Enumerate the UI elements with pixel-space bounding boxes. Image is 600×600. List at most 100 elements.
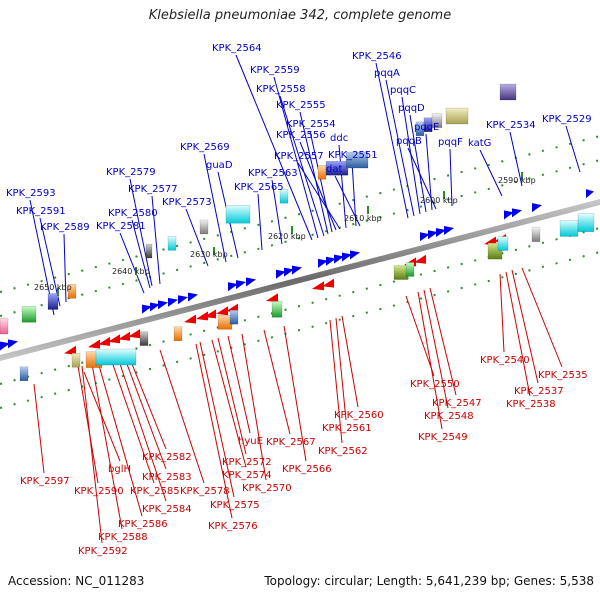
forward-gene-label[interactable]: katG xyxy=(468,138,491,149)
forward-gene-label[interactable]: KPK_2565 xyxy=(234,182,284,193)
reverse-gene-label[interactable]: KPK_2590 xyxy=(74,486,124,497)
reverse-gene-label[interactable]: KPK_2561 xyxy=(322,423,372,434)
similarity-block[interactable] xyxy=(167,236,177,251)
forward-gene-label[interactable]: KPK_2554 xyxy=(286,119,336,130)
forward-gene-arrow[interactable] xyxy=(292,265,302,275)
reverse-gene-arrow[interactable] xyxy=(88,339,100,349)
reverse-gene-label[interactable]: KPK_2575 xyxy=(210,500,260,511)
similarity-block[interactable] xyxy=(497,236,509,251)
reverse-gene-label[interactable]: KPK_2592 xyxy=(78,546,128,557)
forward-gene-arrow[interactable] xyxy=(350,250,360,260)
forward-gene-label[interactable]: KPK_2557 xyxy=(274,151,324,162)
forward-gene-label[interactable]: KPK_2580 xyxy=(108,208,158,219)
reverse-gene-label[interactable]: KPK_2583 xyxy=(142,472,192,483)
reverse-gene-label[interactable]: KPK_2578 xyxy=(180,486,230,497)
forward-gene-arrow[interactable] xyxy=(428,230,438,240)
forward-gene-label[interactable]: pqqC xyxy=(390,85,416,96)
similarity-block[interactable] xyxy=(225,204,251,224)
reverse-gene-label[interactable]: hyuE xyxy=(238,436,263,447)
forward-gene-arrow[interactable] xyxy=(436,228,446,238)
forward-gene-arrow[interactable] xyxy=(168,297,178,307)
reverse-gene-arrow[interactable] xyxy=(204,309,216,319)
forward-gene-arrow[interactable] xyxy=(420,232,430,242)
similarity-block[interactable] xyxy=(531,227,541,242)
forward-gene-label[interactable]: KPK_2573 xyxy=(162,197,212,208)
forward-gene-label[interactable]: pqqE xyxy=(414,122,439,133)
forward-gene-arrow[interactable] xyxy=(532,203,542,213)
similarity-block[interactable] xyxy=(317,165,327,180)
reverse-gene-label[interactable]: KPK_2585 xyxy=(130,486,180,497)
reverse-gene-label[interactable]: KPK_2537 xyxy=(514,386,564,397)
forward-gene-arrow[interactable] xyxy=(334,254,344,264)
forward-gene-label[interactable]: KPK_2577 xyxy=(128,184,178,195)
forward-gene-label[interactable]: pqqA xyxy=(374,68,400,79)
forward-gene-arrow[interactable] xyxy=(0,341,10,351)
reverse-gene-label[interactable]: KPK_2586 xyxy=(118,519,168,530)
similarity-block[interactable] xyxy=(345,151,369,169)
reverse-gene-label[interactable]: KPK_2576 xyxy=(208,521,258,532)
reverse-gene-label[interactable]: KPK_2572 xyxy=(222,457,272,468)
similarity-block[interactable] xyxy=(431,113,443,128)
similarity-block[interactable] xyxy=(559,220,579,237)
reverse-gene-label[interactable]: KPK_2550 xyxy=(410,379,460,390)
reverse-gene-arrow[interactable] xyxy=(216,306,228,316)
reverse-gene-label[interactable]: KPK_2535 xyxy=(538,370,588,381)
reverse-gene-label[interactable]: KPK_2584 xyxy=(142,504,192,515)
similarity-block[interactable] xyxy=(229,309,239,325)
forward-gene-label[interactable]: KPK_2551 xyxy=(328,150,378,161)
similarity-block[interactable] xyxy=(21,306,37,323)
reverse-gene-arrow[interactable] xyxy=(196,311,208,321)
forward-gene-label[interactable]: guaD xyxy=(206,160,233,171)
similarity-block[interactable] xyxy=(577,213,595,232)
similarity-block[interactable] xyxy=(0,317,9,335)
reverse-gene-label[interactable]: KPK_2547 xyxy=(432,398,482,409)
reverse-gene-arrow[interactable] xyxy=(128,329,140,339)
forward-gene-arrow[interactable] xyxy=(188,292,198,302)
forward-gene-label[interactable]: KPK_2529 xyxy=(542,114,592,125)
forward-gene-label[interactable]: KPK_2546 xyxy=(352,51,402,62)
reverse-gene-label[interactable]: KPK_2582 xyxy=(142,452,192,463)
similarity-block[interactable] xyxy=(139,331,149,346)
reverse-gene-label[interactable]: KPK_2566 xyxy=(282,464,332,475)
forward-gene-label[interactable]: pqqD xyxy=(398,103,425,114)
forward-gene-label[interactable]: KPK_2593 xyxy=(6,188,56,199)
reverse-gene-label[interactable]: KPK_2588 xyxy=(98,532,148,543)
reverse-gene-label[interactable]: KPK_2540 xyxy=(480,355,530,366)
reverse-gene-label[interactable]: KPK_2562 xyxy=(318,446,368,457)
reverse-gene-arrow[interactable] xyxy=(184,314,196,324)
forward-gene-arrow[interactable] xyxy=(142,304,152,314)
reverse-gene-label[interactable]: KPK_2560 xyxy=(334,410,384,421)
forward-gene-label[interactable]: KPK_2564 xyxy=(212,43,262,54)
reverse-gene-arrow[interactable] xyxy=(322,278,334,288)
similarity-block[interactable] xyxy=(173,326,183,342)
reverse-gene-arrow[interactable] xyxy=(118,331,130,341)
reverse-gene-label[interactable]: KPK_2570 xyxy=(242,483,292,494)
forward-gene-arrow[interactable] xyxy=(158,300,168,310)
reverse-gene-label[interactable]: KPK_2548 xyxy=(424,411,474,422)
forward-gene-label[interactable]: KPK_2556 xyxy=(276,130,326,141)
forward-gene-label[interactable]: dat xyxy=(326,164,342,175)
similarity-block[interactable] xyxy=(47,293,59,310)
reverse-gene-arrow[interactable] xyxy=(98,336,110,346)
similarity-block[interactable] xyxy=(499,83,517,101)
forward-gene-arrow[interactable] xyxy=(228,282,238,292)
forward-gene-arrow[interactable] xyxy=(586,189,594,199)
similarity-block[interactable] xyxy=(325,160,349,176)
reverse-gene-arrow[interactable] xyxy=(266,293,278,303)
similarity-block[interactable] xyxy=(279,188,289,204)
reverse-gene-label[interactable]: KPK_2597 xyxy=(20,476,70,487)
reverse-gene-arrow[interactable] xyxy=(108,334,120,344)
similarity-block[interactable] xyxy=(19,366,29,382)
forward-gene-arrow[interactable] xyxy=(236,280,246,290)
forward-gene-arrow[interactable] xyxy=(512,208,522,218)
forward-gene-label[interactable]: KPK_2579 xyxy=(106,167,156,178)
reverse-gene-label[interactable]: KPK_2567 xyxy=(266,437,316,448)
forward-gene-label[interactable]: KPK_2569 xyxy=(180,142,230,153)
reverse-gene-arrow[interactable] xyxy=(64,345,76,355)
forward-gene-label[interactable]: KPK_2563 xyxy=(248,168,298,179)
similarity-block[interactable] xyxy=(445,107,469,125)
forward-gene-arrow[interactable] xyxy=(178,295,188,305)
forward-gene-label[interactable]: KPK_2591 xyxy=(16,206,66,217)
forward-gene-arrow[interactable] xyxy=(150,302,160,312)
reverse-gene-arrow[interactable] xyxy=(414,254,426,264)
